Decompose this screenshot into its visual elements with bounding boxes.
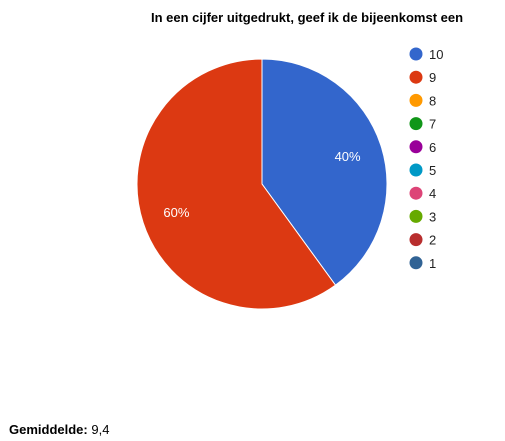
legend-label-3: 3 bbox=[429, 209, 436, 224]
pie-slice-10 bbox=[261, 58, 388, 286]
legend-item-7: 7 bbox=[409, 117, 436, 132]
legend-swatch-3 bbox=[409, 209, 423, 223]
legend-swatch-4 bbox=[409, 186, 423, 200]
legend-label-7: 7 bbox=[429, 117, 436, 132]
legend-swatch-1 bbox=[409, 256, 423, 270]
pie-chart: In een cijfer uitgedrukt, geef ik de bij… bbox=[136, 10, 463, 310]
pie-slice-9 bbox=[136, 58, 337, 310]
legend-swatch-10 bbox=[409, 47, 423, 61]
legend-item-4: 4 bbox=[409, 186, 436, 201]
legend-item-8: 8 bbox=[409, 93, 436, 108]
average-value: 9,4 bbox=[91, 422, 110, 437]
legend-item-5: 5 bbox=[409, 163, 436, 178]
legend: 10 9 8 7 6 5 4 3 2 1 bbox=[409, 47, 443, 271]
legend-item-2: 2 bbox=[409, 233, 436, 248]
average-label: Gemiddelde: bbox=[9, 422, 88, 437]
legend-item-10: 10 bbox=[409, 47, 443, 62]
legend-label-4: 4 bbox=[429, 186, 436, 201]
legend-label-10: 10 bbox=[429, 47, 443, 62]
legend-swatch-2 bbox=[409, 233, 423, 247]
chart-title: In een cijfer uitgedrukt, geef ik de bij… bbox=[151, 10, 463, 25]
legend-swatch-5 bbox=[409, 163, 423, 177]
legend-label-2: 2 bbox=[429, 233, 436, 248]
legend-label-9: 9 bbox=[429, 70, 436, 85]
average-summary: Gemiddelde: 9,4 bbox=[9, 422, 109, 437]
pie-slices bbox=[136, 58, 388, 310]
legend-label-5: 5 bbox=[429, 163, 436, 178]
legend-swatch-8 bbox=[409, 93, 423, 107]
slice-label-9: 60% bbox=[163, 205, 189, 220]
legend-label-6: 6 bbox=[429, 140, 436, 155]
legend-label-1: 1 bbox=[429, 256, 436, 271]
legend-item-3: 3 bbox=[409, 209, 436, 224]
legend-swatch-6 bbox=[409, 140, 423, 154]
legend-item-1: 1 bbox=[409, 256, 436, 271]
legend-item-9: 9 bbox=[409, 70, 436, 85]
legend-label-8: 8 bbox=[429, 93, 436, 108]
legend-item-6: 6 bbox=[409, 140, 436, 155]
slice-label-10: 40% bbox=[335, 149, 361, 164]
legend-swatch-9 bbox=[409, 70, 423, 84]
pie-slice-labels: 40% 60% bbox=[163, 149, 361, 220]
legend-swatch-7 bbox=[409, 117, 423, 131]
